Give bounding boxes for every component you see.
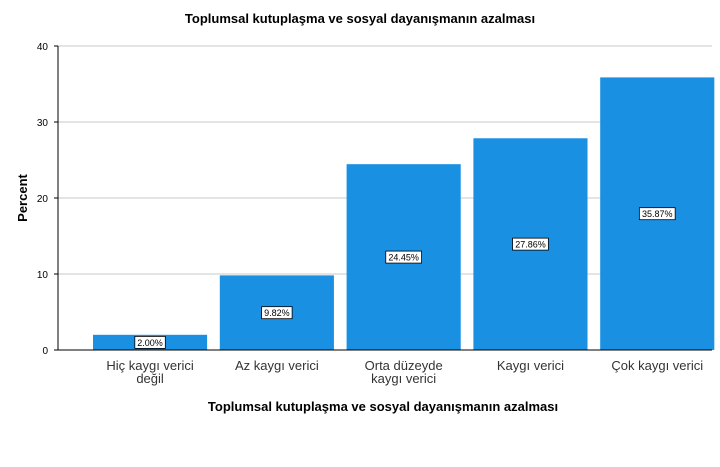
- data-label-box: [385, 250, 422, 264]
- x-axis-label: Toplumsal kutuplaşma ve sosyal dayanışma…: [208, 399, 558, 414]
- x-category-label: kaygı verici: [371, 371, 436, 386]
- data-label: 2.00%: [137, 338, 163, 348]
- data-label-box: [638, 207, 676, 221]
- y-tick-label: 20: [37, 194, 49, 205]
- data-label-box: [134, 335, 166, 349]
- data-label: 24.45%: [388, 253, 419, 263]
- data-label: 27.86%: [515, 240, 546, 250]
- x-category-label: Az kaygı verici: [235, 358, 319, 373]
- y-axis-label: Percent: [15, 173, 30, 221]
- y-axis-ticks: 0 10 20 30 40: [37, 42, 58, 357]
- x-category-label: Hiç kaygı verici: [106, 358, 194, 373]
- x-category-label: Kaygı verici: [497, 358, 564, 373]
- data-label-box: [512, 237, 549, 251]
- data-label: 35.87%: [642, 209, 673, 219]
- y-tick-label: 10: [37, 270, 49, 281]
- y-tick-label: 30: [37, 118, 49, 129]
- y-tick-label: 40: [37, 42, 49, 53]
- chart-title: Toplumsal kutuplaşma ve sosyal dayanışma…: [185, 11, 535, 26]
- y-tick-label: 0: [42, 346, 48, 357]
- bars: [93, 77, 715, 350]
- x-category-label: değil: [136, 371, 164, 386]
- x-category-label: Orta düzeyde: [365, 358, 443, 373]
- x-category-label: Çok kaygı verici: [611, 358, 703, 373]
- data-label-box: [261, 306, 293, 320]
- data-labels: 2.00% 9.82% 24.45% 27.86% 35.87%: [134, 207, 676, 349]
- data-label: 9.82%: [264, 308, 290, 318]
